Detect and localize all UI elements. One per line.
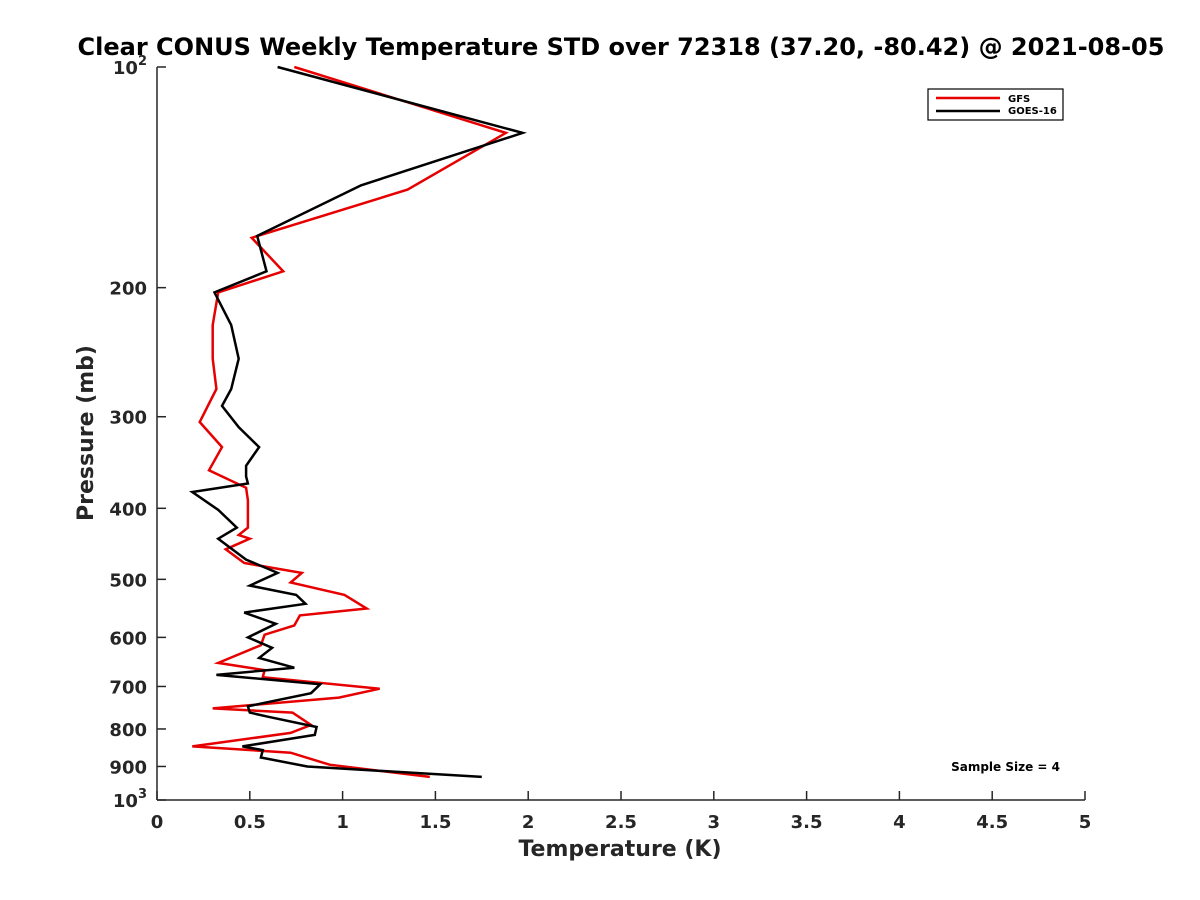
x-tick-label: 1.5 <box>419 812 451 833</box>
series-layer <box>189 65 527 779</box>
y-tick-label: 500 <box>109 570 147 591</box>
y-tick-label: 300 <box>109 408 147 429</box>
x-tick-label: 2.5 <box>605 812 637 833</box>
x-tick-label: 5 <box>1079 812 1092 833</box>
y-axis-label: Pressure (mb) <box>74 345 99 521</box>
y-tick-label: 800 <box>109 720 147 741</box>
y-tick-label: 103 <box>113 787 147 812</box>
y-tick-label: 400 <box>109 499 147 520</box>
x-tick-label: 2 <box>522 812 535 833</box>
legend-label-goes16: GOES-16 <box>1008 106 1057 117</box>
x-axis: 0 0.5 1 1.5 2 2.5 3 3.5 4 4.5 5 <box>151 791 1092 833</box>
y-axis: 102 200 300 400 500 600 700 800 900 103 <box>109 54 166 812</box>
y-tick-label: 200 <box>109 279 147 300</box>
x-tick-label: 3.5 <box>791 812 823 833</box>
x-tick-label: 3 <box>708 812 721 833</box>
chart-title: Clear CONUS Weekly Temperature STD over … <box>78 33 1165 61</box>
x-axis-label: Temperature (K) <box>518 837 721 862</box>
legend: GFS GOES-16 <box>927 88 1064 121</box>
sample-size-annotation: Sample Size = 4 <box>951 760 1060 774</box>
x-tick-label: 1 <box>336 812 349 833</box>
y-tick-label: 700 <box>109 677 147 698</box>
x-tick-label: 4.5 <box>976 812 1008 833</box>
legend-label-gfs: GFS <box>1008 94 1030 105</box>
series-line-goes16 <box>189 65 527 779</box>
y-tick-label: 102 <box>113 54 147 79</box>
y-tick-label: 900 <box>109 757 147 778</box>
x-tick-label: 0 <box>151 812 164 833</box>
x-tick-label: 4 <box>893 812 906 833</box>
plot-frame <box>156 67 1085 801</box>
series-line-gfs <box>192 65 509 779</box>
x-tick-label: 0.5 <box>234 812 266 833</box>
y-tick-label: 600 <box>109 628 147 649</box>
legend-box <box>927 88 1064 121</box>
